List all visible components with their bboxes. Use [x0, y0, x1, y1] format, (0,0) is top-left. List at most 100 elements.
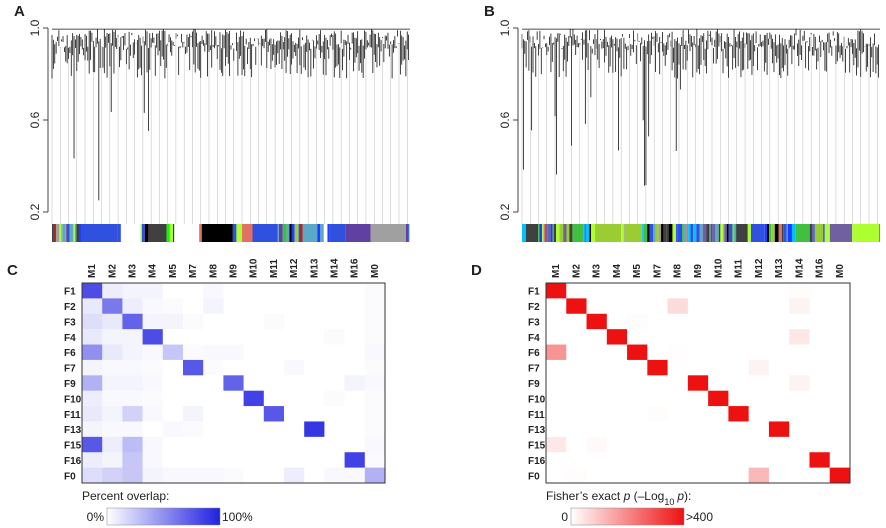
row-label: F7 — [528, 364, 540, 375]
row-label: F16 — [64, 456, 82, 467]
heatmap-cell — [687, 329, 709, 345]
module-color — [323, 224, 328, 242]
heatmap-cell — [667, 406, 689, 422]
heatmap-cell — [263, 452, 285, 468]
row-label: F4 — [528, 333, 540, 344]
heatmap-cell — [728, 329, 749, 345]
heatmap-cell — [304, 390, 325, 407]
column-label: M7 — [188, 264, 199, 278]
heatmap-cell — [748, 283, 770, 299]
heatmap-cell — [647, 298, 668, 315]
column-label: M0 — [835, 264, 846, 278]
module-color — [62, 224, 66, 242]
heatmap-cell — [304, 329, 325, 345]
module-color — [236, 224, 240, 242]
heatmap-cell — [809, 421, 831, 438]
module-color — [732, 224, 735, 242]
heatmap-cell — [162, 375, 184, 391]
heatmap-cell — [728, 298, 749, 315]
column-label: M12 — [754, 258, 765, 278]
module-color — [783, 224, 787, 242]
module-color — [584, 224, 586, 242]
module-color — [829, 224, 853, 242]
module-color — [141, 224, 145, 242]
heatmap-cell — [566, 421, 587, 438]
heatmap-cell — [728, 406, 749, 422]
heatmap-cell — [122, 421, 143, 438]
module-color — [771, 224, 775, 242]
heatmap-cell — [243, 452, 265, 468]
module-color — [297, 224, 299, 242]
heatmap-cell — [162, 406, 184, 422]
heatmap-cell — [203, 467, 224, 484]
heatmap-cell — [122, 375, 143, 391]
module-color — [252, 224, 278, 242]
heatmap-cell — [667, 436, 689, 453]
module-color — [79, 224, 82, 242]
module-color — [522, 224, 526, 242]
heatmap-cell — [566, 406, 587, 422]
heatmap-cell — [708, 329, 729, 345]
module-color — [702, 224, 707, 242]
heatmap-cell — [748, 436, 770, 453]
heatmap-cell — [203, 313, 224, 330]
module-color — [327, 224, 330, 242]
heatmap-cell — [162, 329, 184, 345]
heatmap-cell — [789, 329, 810, 345]
heatmap-cell — [223, 436, 244, 453]
heatmap-cell — [162, 390, 184, 407]
heatmap-cell — [162, 452, 184, 468]
heatmap-cell — [364, 375, 386, 391]
heatmap-cell — [284, 421, 305, 438]
heatmap-cell — [223, 313, 244, 330]
heatmap-cell — [829, 344, 851, 361]
heatmap-cell — [768, 390, 790, 407]
heatmap-cell — [687, 283, 709, 299]
column-label: M0 — [370, 264, 381, 278]
heatmap-cell — [183, 298, 204, 315]
module-color — [591, 224, 596, 242]
heatmap-cell — [364, 467, 386, 484]
heatmap-cell — [223, 375, 244, 391]
heatmap-cell — [162, 467, 184, 484]
module-color — [232, 224, 237, 242]
heatmap-cell — [344, 467, 366, 484]
heatmap-cell — [728, 313, 749, 330]
y-tick-label: 0.2 — [498, 203, 512, 220]
heatmap-cell — [142, 313, 164, 330]
column-label: M5 — [632, 264, 643, 278]
heatmap-cell — [203, 436, 224, 453]
module-color — [66, 224, 70, 242]
heatmap-cell — [566, 344, 587, 361]
heatmap-cell — [748, 329, 770, 345]
heatmap-cell — [708, 436, 729, 453]
heatmap-cell — [809, 375, 831, 391]
module-color — [643, 224, 648, 242]
module-color — [852, 224, 878, 242]
heatmap-cell — [284, 452, 305, 468]
heatmap-cell — [728, 344, 749, 361]
heatmap-cell — [183, 421, 204, 438]
module-color — [556, 224, 560, 242]
module-color — [199, 224, 202, 242]
heatmap-cell — [364, 329, 386, 345]
heatmap-cell — [748, 298, 770, 315]
heatmap-cell — [364, 359, 386, 376]
heatmap-cell — [183, 359, 204, 376]
module-color — [718, 224, 721, 242]
heatmap-cell — [627, 344, 648, 361]
heatmap-cell — [142, 452, 164, 468]
heatmap-cell — [627, 421, 648, 438]
heatmap-cell — [324, 329, 345, 345]
heatmap-cell — [687, 375, 709, 391]
heatmap-cell — [162, 359, 184, 376]
column-label: M10 — [713, 258, 724, 278]
heatmap-cell — [586, 406, 608, 422]
heatmap-cell — [183, 406, 204, 422]
module-color — [550, 224, 553, 242]
heatmap-cell — [667, 283, 689, 299]
module-color — [74, 224, 77, 242]
heatmap-cell — [183, 436, 204, 453]
colorbar — [570, 507, 685, 526]
